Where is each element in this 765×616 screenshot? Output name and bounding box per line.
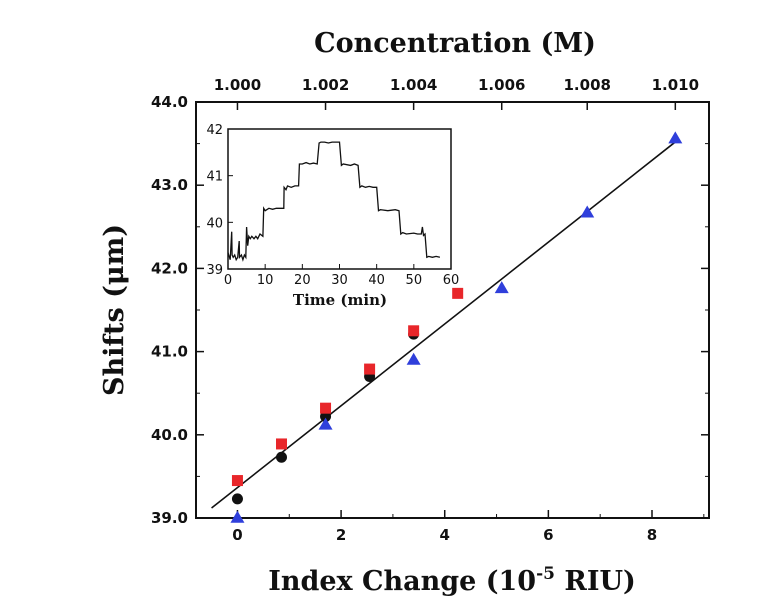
data-point-square	[276, 438, 287, 450]
y-tick-label: 40.0	[151, 426, 188, 444]
inset-y-tick-label: 41	[206, 170, 223, 185]
inset-x-tick-label: 0	[224, 273, 232, 288]
inset-y-tick-label: 40	[206, 216, 223, 231]
inset-marks	[227, 141, 441, 262]
x-tick-label: 8	[647, 526, 657, 544]
inset-x-tick-label: 60	[443, 273, 460, 288]
data-point-circle	[320, 410, 332, 422]
inset-x-tick-label: 10	[257, 273, 274, 288]
data-point-square	[452, 287, 464, 299]
inset-ticks: 0 10 20 30 40 50 60 39 40 41 42	[206, 123, 459, 288]
top-x-axis-title: Concentration (M)	[314, 28, 596, 59]
inset-x-tick-label: 30	[331, 273, 348, 288]
inset-x-tick-label: 20	[294, 273, 311, 288]
top-x-tick-label: 1.010	[652, 76, 699, 94]
inset-y-tick-label: 39	[206, 263, 223, 278]
data-point-square	[408, 325, 420, 337]
x-axis-title-main: Index Change (10	[268, 566, 536, 597]
x-tick-label: 0	[232, 526, 242, 544]
data-point-square	[320, 402, 332, 414]
data-point-triangle	[406, 352, 421, 365]
top-x-tick-label: 1.002	[302, 76, 349, 94]
inset-x-axis-title: Time (min)	[293, 291, 387, 309]
inset-time-trace	[227, 141, 441, 262]
data-point-triangle	[318, 417, 333, 430]
data-point-triangle	[494, 281, 509, 294]
inset-plot-frame	[227, 128, 452, 270]
inset-y-tick-label: 42	[206, 123, 223, 138]
top-x-tick-label: 1.000	[214, 76, 261, 94]
y-tick-label: 39.0	[151, 509, 188, 527]
main-ticks: 0 2 4 6 8 39.0 40.0 41.0 42.0 43.0 44.0 1.000 1.002 1…	[151, 76, 709, 544]
x-axis-title: Index Change (10-5 RIU)	[268, 564, 636, 597]
data-point-circle	[231, 493, 243, 505]
y-tick-label: 44.0	[151, 93, 188, 111]
data-point-triangle	[580, 205, 595, 218]
y-axis-title: Shifts (μm)	[99, 224, 130, 396]
x-tick-label: 4	[440, 526, 450, 544]
x-tick-label: 2	[336, 526, 346, 544]
main-marks	[211, 131, 683, 523]
top-x-tick-label: 1.008	[564, 76, 611, 94]
data-point-triangle	[668, 131, 683, 144]
x-axis-title-exponent: -5	[536, 564, 555, 584]
y-tick-label: 42.0	[151, 259, 188, 277]
top-x-tick-label: 1.006	[478, 76, 525, 94]
top-x-tick-label: 1.004	[390, 76, 437, 94]
linear-fit-line	[211, 141, 676, 509]
x-tick-label: 6	[543, 526, 553, 544]
x-axis-title-unit: RIU)	[555, 566, 636, 597]
data-point-square	[231, 475, 243, 487]
data-point-triangle	[230, 510, 245, 523]
y-tick-label: 43.0	[151, 176, 188, 194]
data-point-circle	[276, 451, 287, 463]
y-tick-label: 41.0	[151, 343, 188, 361]
inset-x-tick-label: 40	[368, 273, 385, 288]
data-point-square	[364, 363, 376, 375]
inset-x-tick-label: 50	[406, 273, 423, 288]
